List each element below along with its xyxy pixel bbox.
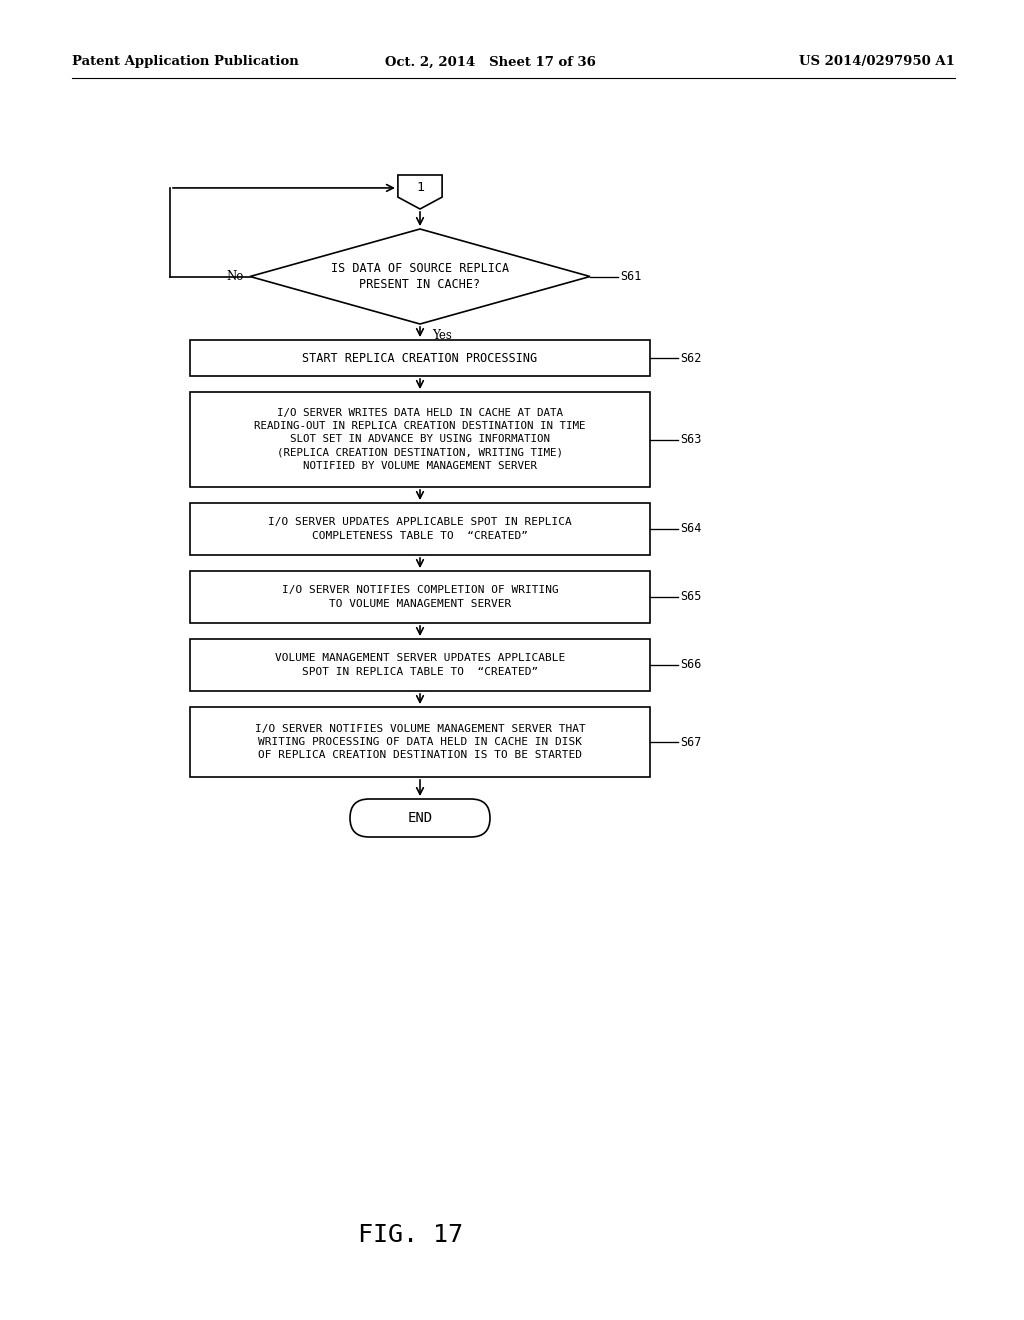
Text: Yes: Yes bbox=[432, 329, 452, 342]
Text: No: No bbox=[226, 271, 244, 282]
Text: S65: S65 bbox=[680, 590, 701, 603]
Text: US 2014/0297950 A1: US 2014/0297950 A1 bbox=[799, 55, 955, 69]
Text: IS DATA OF SOURCE REPLICA
PRESENT IN CACHE?: IS DATA OF SOURCE REPLICA PRESENT IN CAC… bbox=[331, 261, 509, 292]
Text: I/O SERVER NOTIFIES COMPLETION OF WRITING
TO VOLUME MANAGEMENT SERVER: I/O SERVER NOTIFIES COMPLETION OF WRITIN… bbox=[282, 585, 558, 609]
FancyBboxPatch shape bbox=[190, 708, 650, 777]
Text: Patent Application Publication: Patent Application Publication bbox=[72, 55, 299, 69]
Polygon shape bbox=[250, 228, 590, 323]
Text: S62: S62 bbox=[680, 351, 701, 364]
Text: I/O SERVER UPDATES APPLICABLE SPOT IN REPLICA
COMPLETENESS TABLE TO  “CREATED”: I/O SERVER UPDATES APPLICABLE SPOT IN RE… bbox=[268, 517, 571, 541]
FancyBboxPatch shape bbox=[190, 341, 650, 376]
FancyBboxPatch shape bbox=[190, 572, 650, 623]
FancyBboxPatch shape bbox=[350, 799, 490, 837]
Text: Oct. 2, 2014   Sheet 17 of 36: Oct. 2, 2014 Sheet 17 of 36 bbox=[385, 55, 595, 69]
Text: I/O SERVER NOTIFIES VOLUME MANAGEMENT SERVER THAT
WRITING PROCESSING OF DATA HEL: I/O SERVER NOTIFIES VOLUME MANAGEMENT SE… bbox=[255, 723, 586, 760]
Text: END: END bbox=[408, 810, 432, 825]
FancyBboxPatch shape bbox=[190, 392, 650, 487]
Text: START REPLICA CREATION PROCESSING: START REPLICA CREATION PROCESSING bbox=[302, 351, 538, 364]
FancyBboxPatch shape bbox=[190, 639, 650, 690]
FancyBboxPatch shape bbox=[190, 503, 650, 554]
Text: 1: 1 bbox=[416, 181, 424, 194]
Text: S67: S67 bbox=[680, 735, 701, 748]
Text: S64: S64 bbox=[680, 523, 701, 536]
Text: VOLUME MANAGEMENT SERVER UPDATES APPLICABLE
SPOT IN REPLICA TABLE TO  “CREATED”: VOLUME MANAGEMENT SERVER UPDATES APPLICA… bbox=[274, 653, 565, 677]
Text: FIG. 17: FIG. 17 bbox=[357, 1224, 463, 1247]
Polygon shape bbox=[398, 176, 442, 209]
Text: I/O SERVER WRITES DATA HELD IN CACHE AT DATA
READING-OUT IN REPLICA CREATION DES: I/O SERVER WRITES DATA HELD IN CACHE AT … bbox=[254, 408, 586, 471]
Text: S66: S66 bbox=[680, 659, 701, 672]
Text: S63: S63 bbox=[680, 433, 701, 446]
Text: S61: S61 bbox=[620, 271, 641, 282]
